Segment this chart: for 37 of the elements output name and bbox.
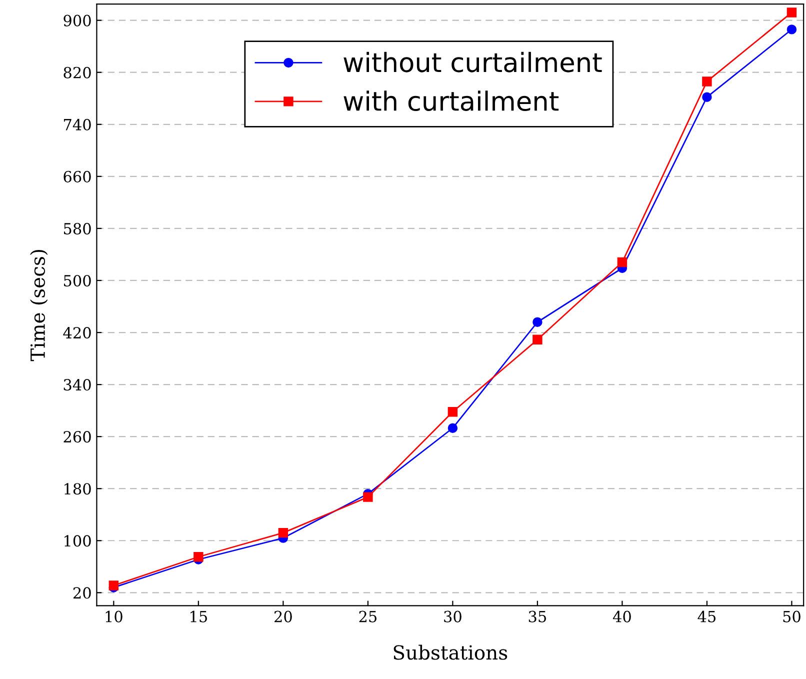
x-tick-label: 20 — [274, 610, 292, 622]
x-axis-title: Substations — [394, 644, 508, 660]
point — [448, 406, 458, 417]
y-tick-label: 500 — [64, 274, 91, 287]
y-tick-label: 580 — [64, 222, 91, 234]
y-tick-label: 100 — [64, 535, 91, 547]
y-tick-label: 180 — [64, 483, 91, 495]
point — [363, 492, 373, 502]
x-tick-label: 30 — [444, 610, 462, 622]
y-tick-label: 260 — [64, 431, 91, 443]
legend-label: with curtailment — [344, 90, 559, 112]
y-tick-label: 340 — [64, 379, 91, 391]
x-tick-label: 25 — [359, 610, 376, 622]
legend-label: without curtailment — [344, 52, 602, 72]
point — [786, 8, 797, 18]
y-tick-label: 740 — [64, 118, 91, 130]
y-tick-label: 420 — [63, 326, 91, 339]
y-tick-label: 820 — [64, 66, 91, 78]
y-tick-label: 900 — [64, 14, 91, 26]
point — [448, 423, 458, 433]
y-axis-title: Time (secs) — [30, 250, 48, 362]
y-tick-label: 660 — [64, 170, 91, 182]
x-tick-label: 10 — [106, 610, 122, 622]
point — [532, 317, 542, 327]
point — [278, 528, 288, 538]
x-tick-label: 35 — [528, 610, 546, 622]
point — [702, 92, 712, 102]
point — [702, 76, 712, 86]
x-tick-label: 50 — [783, 610, 800, 622]
point — [786, 24, 797, 34]
y-tick-label: 20 — [73, 587, 91, 599]
x-tick-label: 15 — [190, 610, 207, 622]
point — [194, 552, 204, 562]
x-tick-label: 40 — [612, 610, 631, 622]
x-tick-label: 45 — [698, 610, 716, 622]
point — [532, 334, 542, 345]
point — [617, 257, 628, 268]
